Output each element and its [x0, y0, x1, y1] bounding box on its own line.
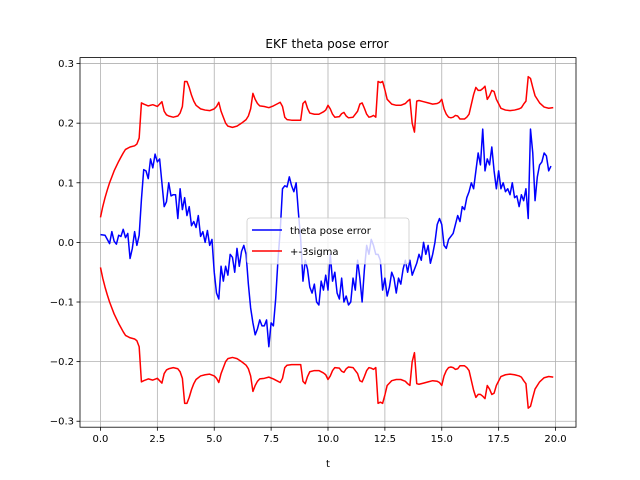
series-layer: [99, 75, 554, 409]
grid: [80, 57, 576, 428]
y-tick-label: 0.1: [58, 178, 74, 189]
x-tick-label: 17.5: [488, 434, 510, 445]
legend-label-3sigma: +-3sigma: [290, 247, 339, 258]
y-tick-label: −0.2: [50, 357, 74, 368]
legend-box: [246, 217, 410, 265]
x-axis-label: t: [326, 459, 330, 470]
x-tick-label: 20.0: [544, 434, 566, 445]
y-tick-label: 0.2: [58, 119, 74, 130]
x-tick-label: 7.5: [263, 434, 279, 445]
series-line-theta-pose-error: [100, 128, 552, 348]
series-line-3sigma-lower: [99, 267, 554, 409]
series-line-3sigma-upper: [99, 75, 554, 218]
x-tick-label: 15.0: [431, 434, 453, 445]
y-tick-label: −0.3: [50, 417, 74, 428]
x-tick-label: 2.5: [149, 434, 165, 445]
y-tick-label: 0.3: [58, 59, 74, 70]
x-tick-label: 5.0: [206, 434, 222, 445]
x-tick-label: 0.0: [93, 434, 109, 445]
x-tick-label: 12.5: [374, 434, 396, 445]
x-tick-label: 10.0: [317, 434, 339, 445]
chart-title: EKF theta pose error: [265, 37, 388, 51]
y-tick-label: −0.1: [50, 298, 74, 309]
legend-label-theta-pose-error: theta pose error: [290, 226, 372, 237]
axis-ticks: 0.0 2.5 5.0 7.5 10.0 12.5 15.0 17.5 20.0 −0.3 −0.2…: [50, 59, 567, 445]
y-tick-label: 0.0: [58, 238, 74, 249]
legend: theta pose error +-3sigma: [246, 217, 410, 265]
